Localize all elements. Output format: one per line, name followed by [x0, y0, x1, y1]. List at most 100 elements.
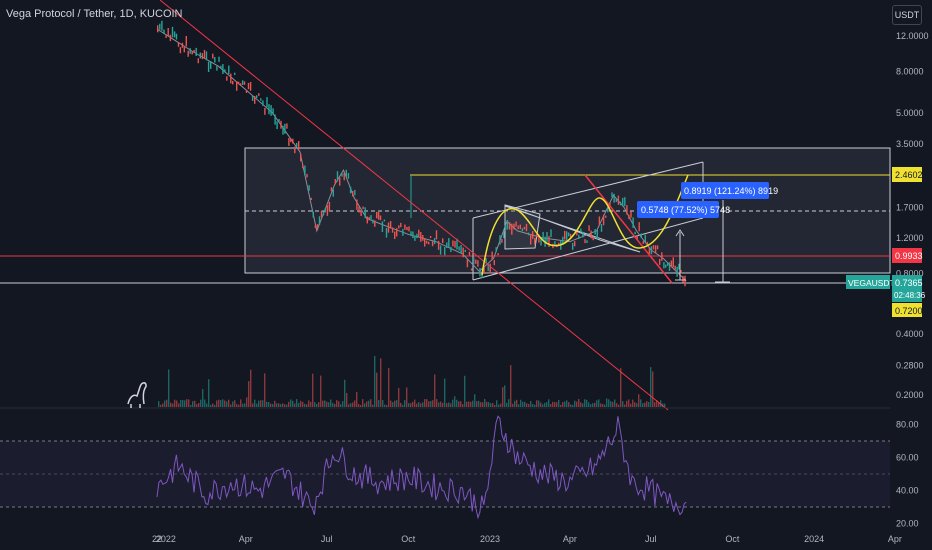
candle — [605, 215, 607, 218]
price-axis[interactable]: 12.0000 8.0000 5.0000 3.5000 1.7000 1.2000 0.8… — [896, 31, 929, 529]
volume-bar — [410, 403, 412, 407]
volume-bar — [198, 403, 200, 407]
volume-bar — [422, 402, 424, 407]
candle — [648, 247, 651, 254]
price-tick-label: 1.2000 — [896, 233, 924, 243]
volume-bar — [164, 400, 166, 407]
candle — [177, 42, 180, 47]
candle — [422, 235, 424, 241]
currency-button[interactable]: USDT — [892, 5, 922, 25]
candle — [294, 146, 296, 154]
volume-bar — [216, 400, 218, 407]
candle — [282, 125, 284, 135]
volume-bar — [582, 403, 584, 407]
volume-bar — [458, 401, 460, 407]
candle — [284, 123, 286, 134]
candle — [179, 47, 182, 54]
candle — [562, 236, 564, 244]
volume-bar — [320, 375, 322, 407]
candle — [256, 95, 258, 98]
candle — [245, 90, 248, 93]
candle — [670, 260, 673, 268]
volume-bar — [280, 404, 282, 407]
volume-bar — [534, 404, 536, 407]
candle — [402, 229, 404, 236]
volume-bar — [394, 400, 396, 407]
yellow-projection-curve — [481, 174, 689, 276]
candle — [615, 198, 617, 202]
price-candles — [157, 20, 686, 287]
candle — [532, 231, 534, 239]
candle — [513, 223, 515, 230]
candle — [487, 263, 489, 272]
candle — [210, 61, 212, 69]
candle — [278, 119, 280, 122]
candle — [169, 34, 172, 42]
volume-bar — [536, 400, 538, 407]
candle — [479, 268, 481, 277]
candle — [416, 233, 418, 239]
volume-bar — [402, 404, 404, 407]
candle — [638, 222, 640, 232]
candle — [199, 52, 201, 59]
candle — [316, 224, 319, 230]
volume-bar — [310, 401, 312, 407]
candle — [418, 229, 420, 238]
candle — [515, 221, 517, 227]
volume-bar — [286, 404, 288, 407]
candle — [574, 241, 576, 247]
volume-bar — [610, 401, 612, 407]
candle — [602, 214, 605, 226]
volume-bar — [254, 399, 256, 407]
volume-bar — [432, 400, 434, 407]
candle — [636, 235, 638, 240]
candle — [460, 245, 462, 254]
volume-bar — [264, 373, 266, 407]
candle — [364, 207, 366, 219]
price-tick-label: 1.7000 — [896, 202, 924, 212]
time-axis[interactable]: 222022AprJulOct2023AprJulOct2024AprJ — [152, 534, 932, 544]
volume-bar — [652, 371, 654, 407]
candle — [264, 108, 266, 115]
candle — [187, 50, 189, 57]
candle — [600, 224, 603, 232]
volume-bar — [526, 403, 528, 407]
volume-bar — [244, 403, 246, 407]
volume-bar — [190, 405, 192, 407]
volume-bar — [628, 399, 630, 407]
time-tick-label: Oct — [401, 534, 416, 544]
volume-bar — [396, 400, 398, 407]
volume-bar — [260, 400, 262, 407]
volume-bar — [222, 399, 224, 407]
time-tick-label: 2022 — [156, 534, 176, 544]
candle — [314, 225, 317, 228]
volume-bar — [214, 404, 216, 407]
candle — [260, 98, 262, 101]
candle — [326, 205, 329, 216]
candle — [343, 172, 345, 181]
candle — [391, 227, 394, 233]
volume-bar — [392, 402, 394, 407]
candle — [366, 216, 368, 224]
volume-bar — [162, 403, 164, 407]
volume-bar — [290, 399, 292, 407]
candle — [237, 81, 240, 85]
volume-bar — [442, 402, 444, 407]
volume-bar — [596, 400, 598, 407]
svg-text:02:48:36: 02:48:36 — [894, 291, 926, 300]
volume-bar — [608, 399, 610, 407]
candle — [493, 260, 495, 266]
candle — [387, 222, 390, 233]
volume-bar — [460, 401, 462, 407]
candle — [586, 240, 588, 243]
candle — [519, 224, 521, 230]
candle — [439, 245, 442, 255]
candle — [201, 53, 204, 60]
volume-bar — [196, 404, 198, 407]
volume-bar — [220, 400, 222, 407]
candle — [656, 245, 659, 250]
volume-bar — [446, 403, 448, 407]
volume-bar — [272, 404, 274, 407]
candle — [452, 240, 454, 247]
